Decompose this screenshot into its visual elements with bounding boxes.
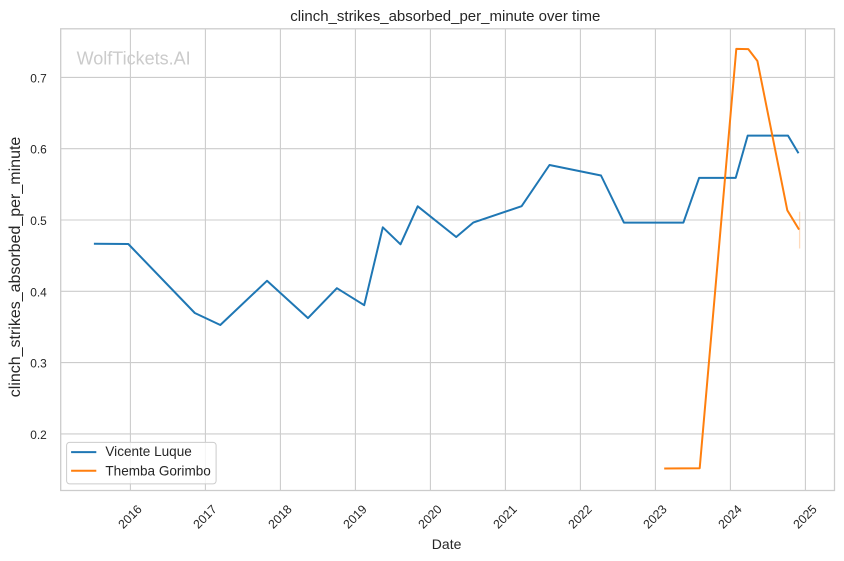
svg-text:Vicente Luque: Vicente Luque [105,444,191,459]
svg-text:0.7: 0.7 [30,71,47,85]
svg-text:Themba Gorimbo: Themba Gorimbo [105,463,210,478]
svg-text:0.5: 0.5 [30,214,47,228]
svg-text:Date: Date [432,536,462,552]
svg-text:0.2: 0.2 [30,428,47,442]
svg-text:0.6: 0.6 [30,143,47,157]
svg-text:0.4: 0.4 [30,285,47,299]
svg-text:clinch_strikes_absorbed_per_mi: clinch_strikes_absorbed_per_minute [7,137,24,398]
svg-text:clinch_strikes_absorbed_per_mi: clinch_strikes_absorbed_per_minute over … [290,8,600,25]
svg-text:WolfTickets.AI: WolfTickets.AI [77,48,191,68]
svg-text:0.3: 0.3 [30,357,47,371]
